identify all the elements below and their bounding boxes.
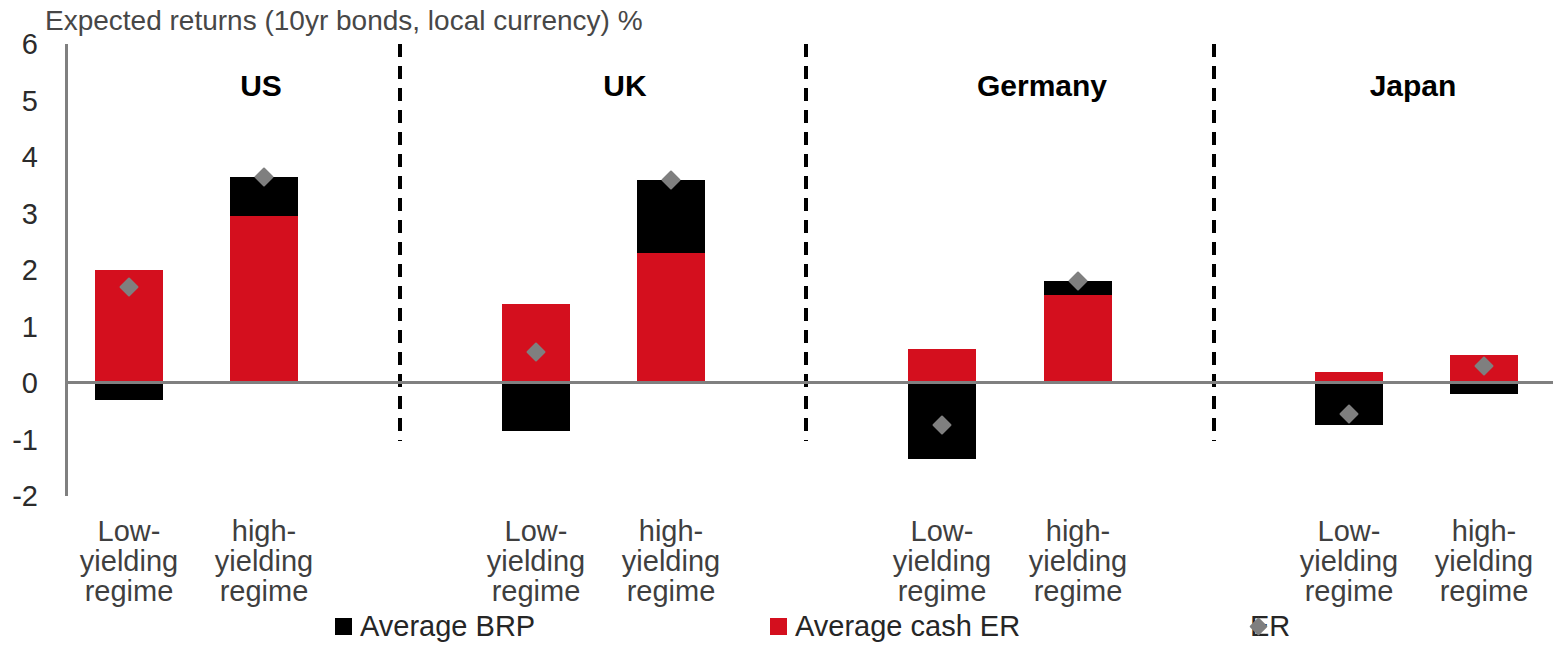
group-title-germany: Germany bbox=[977, 70, 1107, 102]
y-axis-tick-label: -2 bbox=[0, 482, 38, 511]
zero-baseline bbox=[65, 381, 1553, 384]
germany-high-average-cash-er-bar bbox=[1044, 295, 1112, 383]
germany-low-average-cash-er-bar bbox=[908, 349, 976, 383]
us-high-category-label: high-yieldingregime bbox=[184, 516, 344, 606]
y-axis-tick-label: 0 bbox=[0, 369, 38, 398]
us-low-average-brp-bar bbox=[95, 383, 163, 400]
y-axis-line bbox=[65, 44, 68, 496]
y-axis-tick-label: 6 bbox=[0, 30, 38, 59]
y-axis-tick-label: 3 bbox=[0, 199, 38, 228]
uk-high-category-label: high-yieldingregime bbox=[591, 516, 751, 606]
japan-high-average-brp-bar bbox=[1450, 383, 1518, 394]
legend-item-er: ER bbox=[1250, 612, 1290, 640]
group-title-us: US bbox=[240, 70, 282, 102]
group-title-uk: UK bbox=[603, 70, 646, 102]
us-high-average-cash-er-bar bbox=[230, 216, 298, 383]
legend-square-icon bbox=[770, 618, 787, 635]
chart-title: Expected returns (10yr bonds, local curr… bbox=[45, 5, 643, 37]
uk-high-average-cash-er-bar bbox=[637, 253, 705, 383]
uk-low-average-brp-bar bbox=[502, 383, 570, 431]
legend-label: Average cash ER bbox=[795, 610, 1020, 643]
category-label-line: high- bbox=[184, 516, 344, 546]
category-label-line: high- bbox=[998, 516, 1158, 546]
group-title-japan: Japan bbox=[1370, 70, 1457, 102]
germany-high-category-label: high-yieldingregime bbox=[998, 516, 1158, 606]
y-axis-tick-label: 2 bbox=[0, 256, 38, 285]
y-axis-tick-label: 4 bbox=[0, 143, 38, 172]
category-label-line: yielding bbox=[998, 546, 1158, 576]
expected-returns-chart: Expected returns (10yr bonds, local curr… bbox=[0, 0, 1557, 657]
legend-item-average-brp: Average BRP bbox=[335, 612, 535, 640]
y-axis-tick-label: 5 bbox=[0, 86, 38, 115]
category-label-line: regime bbox=[998, 576, 1158, 606]
legend-item-average-cash-er: Average cash ER bbox=[770, 612, 1020, 640]
y-axis-tick-label: 1 bbox=[0, 312, 38, 341]
y-axis-tick-label: -1 bbox=[0, 425, 38, 454]
legend-label: Average BRP bbox=[360, 610, 535, 643]
category-label-line: yielding bbox=[1404, 546, 1557, 576]
category-label-line: yielding bbox=[591, 546, 751, 576]
category-label-line: regime bbox=[591, 576, 751, 606]
category-label-line: yielding bbox=[184, 546, 344, 576]
uk-high-average-brp-bar bbox=[637, 180, 705, 253]
category-label-line: high- bbox=[591, 516, 751, 546]
category-label-line: high- bbox=[1404, 516, 1557, 546]
legend-square-icon bbox=[335, 618, 352, 635]
japan-high-category-label: high-yieldingregime bbox=[1404, 516, 1557, 606]
category-label-line: regime bbox=[1404, 576, 1557, 606]
category-label-line: regime bbox=[184, 576, 344, 606]
